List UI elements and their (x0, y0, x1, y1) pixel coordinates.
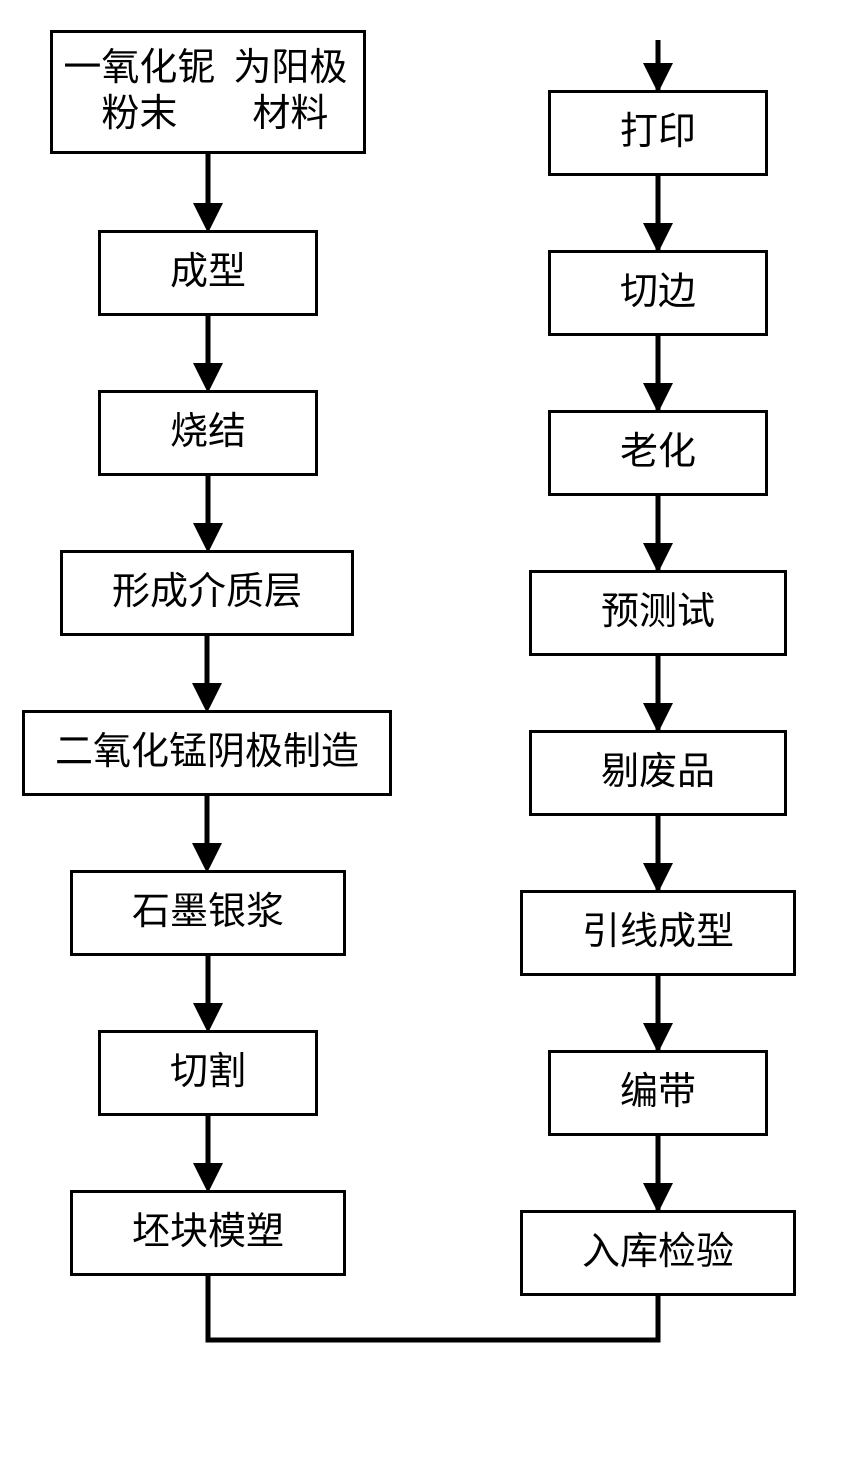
flow-node-n15: 编带 (548, 1050, 768, 1136)
flow-node-n16: 入库检验 (520, 1210, 796, 1296)
flow-node-n1: 一氧化铌粉末为阳极材料 (50, 30, 366, 154)
flow-node-n5: 二氧化锰阴极制造 (22, 710, 392, 796)
flow-node-n3: 烧结 (98, 390, 318, 476)
flow-node-n9: 打印 (548, 90, 768, 176)
flow-node-n14: 引线成型 (520, 890, 796, 976)
flowchart-container: 一氧化铌粉末为阳极材料成型烧结形成介质层二氧化锰阴极制造石墨银浆切割坯块模塑 打印… (0, 0, 854, 1458)
flow-node-n12: 预测试 (529, 570, 787, 656)
flow-node-n2: 成型 (98, 230, 318, 316)
flow-node-n13: 剔废品 (529, 730, 787, 816)
flow-node-n6: 石墨银浆 (70, 870, 346, 956)
flow-node-n4: 形成介质层 (60, 550, 354, 636)
flow-node-n7: 切割 (98, 1030, 318, 1116)
flow-node-n11: 老化 (548, 410, 768, 496)
flow-node-n8: 坯块模塑 (70, 1190, 346, 1276)
flow-node-n10: 切边 (548, 250, 768, 336)
